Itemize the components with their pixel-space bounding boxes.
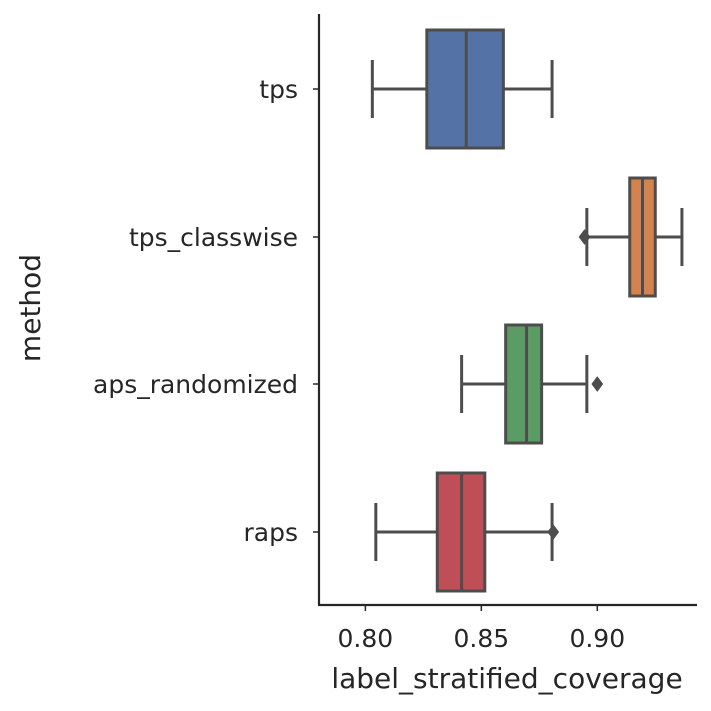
y-tick-label-tps: tps <box>259 75 298 104</box>
x-tick-label: 0.90 <box>569 624 625 653</box>
y-tick-label-raps: raps <box>244 518 299 547</box>
x-tick-label: 0.80 <box>338 624 394 653</box>
x-tick-label: 0.85 <box>453 624 509 653</box>
marks-layer <box>370 28 684 593</box>
axes-layer <box>317 14 697 607</box>
box-iqr <box>504 323 544 445</box>
outlier-point <box>591 376 604 392</box>
box-group-tps <box>370 28 554 150</box>
outlier-point <box>578 229 591 245</box>
y-tick-label-tps-classwise: tps_classwise <box>129 223 298 252</box>
box-group-tps-classwise <box>578 176 684 298</box>
outlier-point <box>547 524 560 540</box>
box-group-raps <box>374 471 560 593</box>
box-group-aps-randomized <box>460 323 604 445</box>
y-tick-label-aps-randomized: aps_randomized <box>93 370 298 399</box>
x-axis-label: label_stratified_coverage <box>331 662 682 695</box>
y-axis-label: method <box>14 254 47 362</box>
